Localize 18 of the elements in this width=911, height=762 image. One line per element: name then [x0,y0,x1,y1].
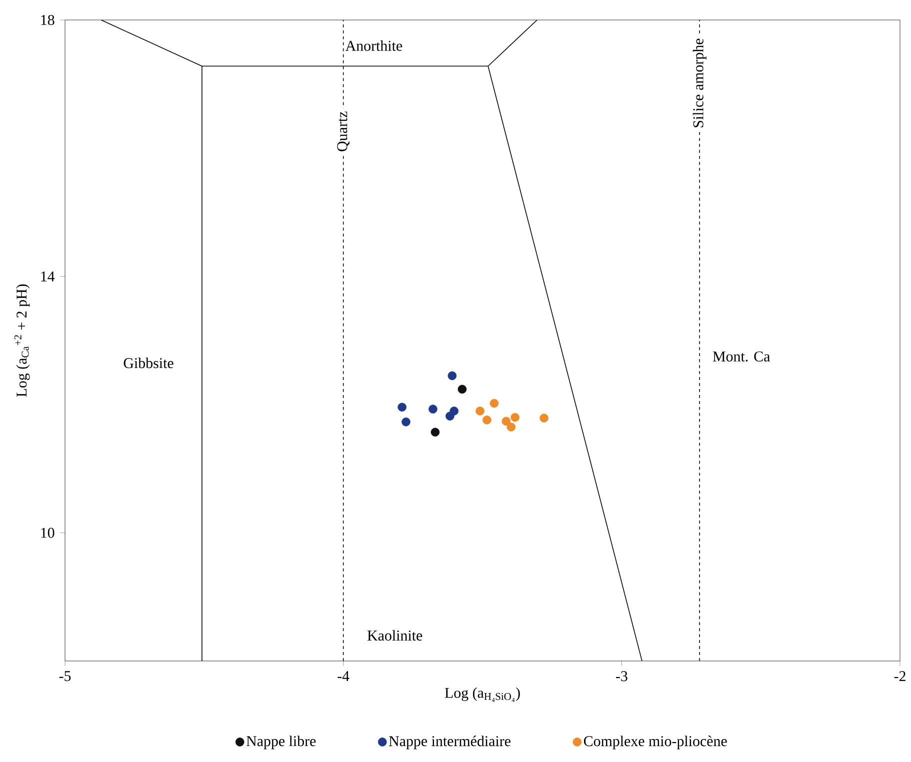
y-axis-title: Log (a$_{Ca}$$^{+2}$ + 2 pH) [14,284,30,397]
x-tick-label: -3 [616,671,628,682]
y-tick-label: 10 [41,528,54,538]
annotation: Gibbsite [124,358,174,368]
annotation: Anorthite [345,40,402,51]
legend-label: Nappe intermédiaire [389,736,510,750]
y-tick-label: 18 [41,14,54,26]
x-tick-label: -5 [59,671,71,682]
annotation: Mont. Ca [712,351,770,362]
x-tick-label: -4 [338,671,350,681]
annotation: Kaolinite [367,630,422,641]
ref-line-label: Quartz [337,112,350,152]
legend-label: Nappe libre [246,736,316,750]
ref-line-label: Silice amorphe [692,38,706,128]
x-tick-label: -2 [894,671,906,682]
legend-label: Complexe mio-pliocène [584,736,727,750]
y-tick-label: 14 [41,271,55,282]
x-axis-title: Log (a$_{H₄SiO₄}$) [444,687,520,702]
